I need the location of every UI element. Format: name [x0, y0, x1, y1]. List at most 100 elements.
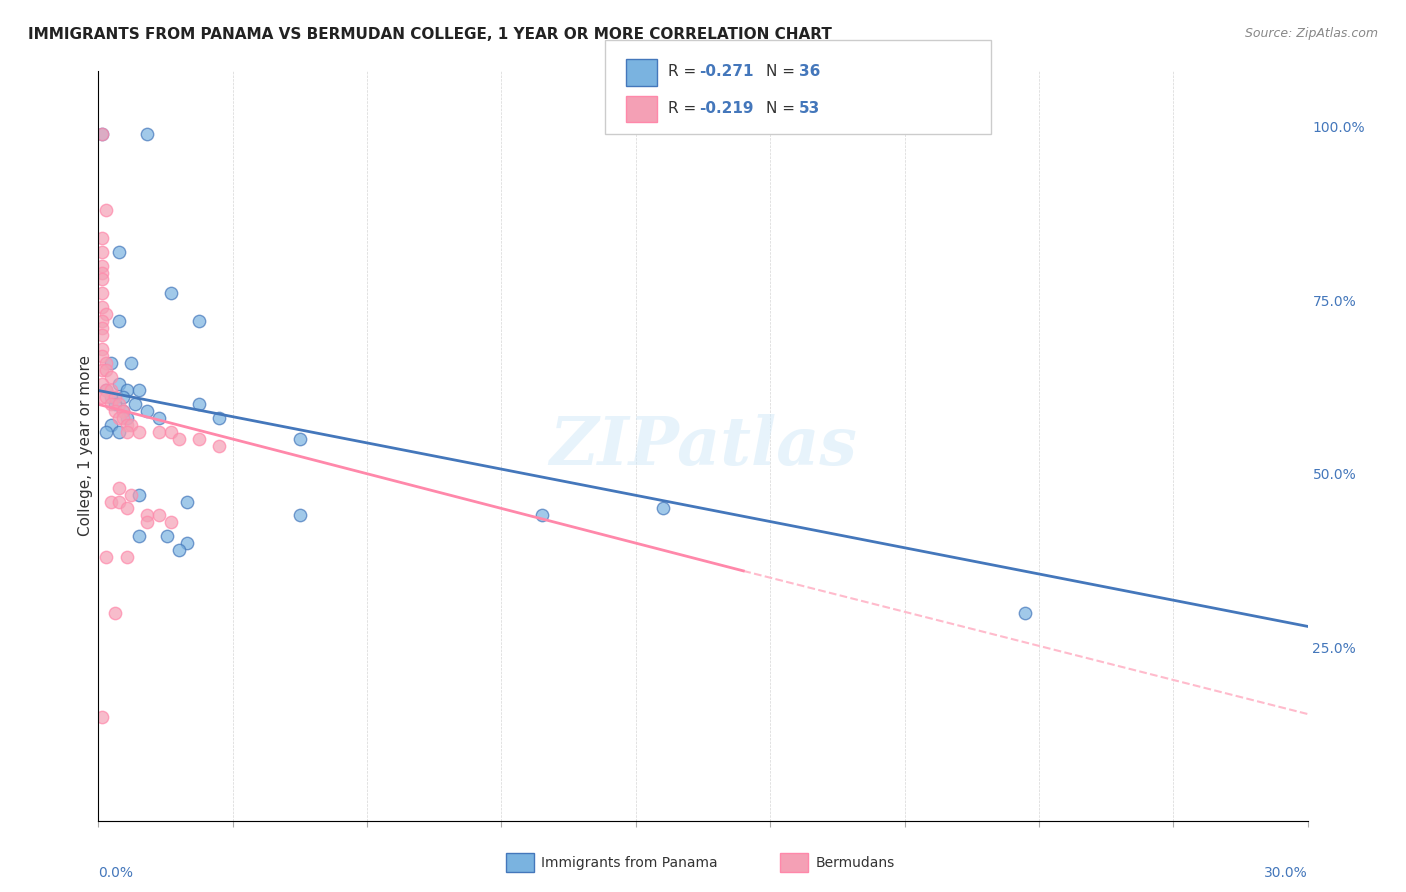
Point	[148, 425, 170, 439]
Point	[91, 328, 114, 343]
Point	[91, 314, 114, 328]
Point	[135, 404, 157, 418]
Text: IMMIGRANTS FROM PANAMA VS BERMUDAN COLLEGE, 1 YEAR OR MORE CORRELATION CHART: IMMIGRANTS FROM PANAMA VS BERMUDAN COLLE…	[28, 27, 832, 42]
Point	[115, 418, 138, 433]
Point	[651, 501, 673, 516]
Point	[160, 425, 183, 439]
Point	[91, 349, 114, 363]
Text: N =: N =	[766, 101, 800, 116]
Point	[96, 384, 118, 398]
Point	[156, 529, 179, 543]
Point	[148, 508, 170, 523]
Text: N =: N =	[766, 64, 800, 79]
Point	[91, 266, 114, 280]
Point	[96, 307, 118, 321]
Point	[188, 314, 211, 328]
Point	[115, 501, 138, 516]
Point	[96, 384, 118, 398]
Point	[91, 709, 114, 723]
Point	[91, 286, 114, 301]
Text: ZIPatlas: ZIPatlas	[550, 414, 856, 478]
Point	[91, 362, 114, 376]
Point	[188, 397, 211, 411]
Point	[91, 127, 114, 141]
Point	[208, 411, 231, 425]
Point	[111, 404, 134, 418]
Point	[91, 231, 114, 245]
Point	[128, 384, 150, 398]
Point	[100, 356, 122, 370]
Text: -0.271: -0.271	[699, 64, 754, 79]
Point	[96, 203, 118, 218]
Text: 30.0%: 30.0%	[1264, 865, 1308, 880]
Text: Bermudans: Bermudans	[815, 855, 894, 870]
Point	[91, 259, 114, 273]
Point	[120, 487, 142, 501]
Point	[107, 481, 129, 495]
Point	[96, 362, 118, 376]
Point	[530, 508, 553, 523]
Point	[96, 356, 118, 370]
Point	[100, 418, 122, 433]
Point	[208, 439, 231, 453]
Point	[100, 384, 122, 398]
Point	[91, 342, 114, 356]
Point	[115, 411, 138, 425]
Point	[1014, 606, 1036, 620]
Text: 53: 53	[799, 101, 820, 116]
Point	[120, 356, 142, 370]
Point	[96, 549, 118, 564]
Point	[96, 391, 118, 405]
Text: R =: R =	[668, 64, 702, 79]
Point	[128, 425, 150, 439]
Point	[288, 508, 311, 523]
Point	[128, 487, 150, 501]
Point	[188, 432, 211, 446]
Point	[100, 391, 122, 405]
Text: Immigrants from Panama: Immigrants from Panama	[541, 855, 718, 870]
Text: Source: ZipAtlas.com: Source: ZipAtlas.com	[1244, 27, 1378, 40]
Point	[128, 529, 150, 543]
Point	[176, 494, 198, 508]
Point	[91, 127, 114, 141]
Point	[107, 244, 129, 259]
Point	[103, 404, 125, 418]
Point	[160, 286, 183, 301]
Point	[115, 425, 138, 439]
Point	[91, 321, 114, 335]
Point	[288, 432, 311, 446]
Point	[107, 494, 129, 508]
Point	[91, 244, 114, 259]
Point	[107, 411, 129, 425]
Point	[120, 418, 142, 433]
Point	[160, 516, 183, 530]
Point	[107, 425, 129, 439]
Text: 36: 36	[799, 64, 820, 79]
Text: -0.219: -0.219	[699, 101, 754, 116]
Point	[148, 411, 170, 425]
Point	[100, 397, 122, 411]
Point	[107, 314, 129, 328]
Point	[103, 606, 125, 620]
Point	[111, 391, 134, 405]
Point	[96, 425, 118, 439]
Point	[91, 300, 114, 314]
Point	[91, 272, 114, 286]
Point	[107, 376, 129, 391]
Point	[115, 384, 138, 398]
Point	[100, 494, 122, 508]
Point	[107, 397, 129, 411]
Point	[124, 397, 146, 411]
Text: 0.0%: 0.0%	[98, 865, 134, 880]
Point	[91, 376, 114, 391]
Point	[167, 543, 190, 558]
Point	[135, 127, 157, 141]
Point	[135, 516, 157, 530]
Point	[111, 404, 134, 418]
Point	[111, 411, 134, 425]
Point	[115, 549, 138, 564]
Point	[176, 536, 198, 550]
Point	[167, 432, 190, 446]
Point	[135, 508, 157, 523]
Point	[103, 391, 125, 405]
